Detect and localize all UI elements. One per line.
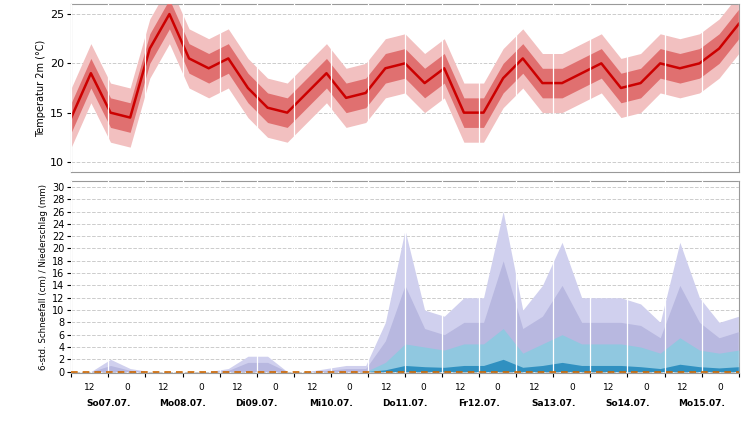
Text: 12: 12 xyxy=(455,383,466,392)
Text: 0: 0 xyxy=(569,383,574,392)
Text: 0: 0 xyxy=(198,383,204,392)
Text: So14.07.: So14.07. xyxy=(605,399,650,408)
Text: 12: 12 xyxy=(677,383,688,392)
Text: Mo15.07.: Mo15.07. xyxy=(678,399,725,408)
Text: 12: 12 xyxy=(381,383,392,392)
Text: 0: 0 xyxy=(272,383,278,392)
Text: 12: 12 xyxy=(232,383,244,392)
Text: 12: 12 xyxy=(603,383,615,392)
Text: So07.07.: So07.07. xyxy=(86,399,130,408)
Y-axis label: Temperatur 2m (°C): Temperatur 2m (°C) xyxy=(36,39,46,137)
Text: Fr12.07.: Fr12.07. xyxy=(458,399,500,408)
Text: 0: 0 xyxy=(495,383,500,392)
Text: 0: 0 xyxy=(644,383,649,392)
Text: 0: 0 xyxy=(124,383,130,392)
Text: Mo08.07.: Mo08.07. xyxy=(159,399,206,408)
Text: 12: 12 xyxy=(158,383,170,392)
Text: 0: 0 xyxy=(346,383,352,392)
Text: 12: 12 xyxy=(307,383,318,392)
Text: 0: 0 xyxy=(717,383,723,392)
Text: Mi10.07.: Mi10.07. xyxy=(309,399,352,408)
Text: 12: 12 xyxy=(529,383,541,392)
Text: 12: 12 xyxy=(84,383,95,392)
Text: Do11.07.: Do11.07. xyxy=(382,399,427,408)
Text: Sa13.07.: Sa13.07. xyxy=(531,399,575,408)
Y-axis label: 6-std. Schneefall (cm) / Niederschlag (mm): 6-std. Schneefall (cm) / Niederschlag (m… xyxy=(39,184,48,370)
Text: Di09.07.: Di09.07. xyxy=(236,399,278,408)
Text: 0: 0 xyxy=(421,383,427,392)
